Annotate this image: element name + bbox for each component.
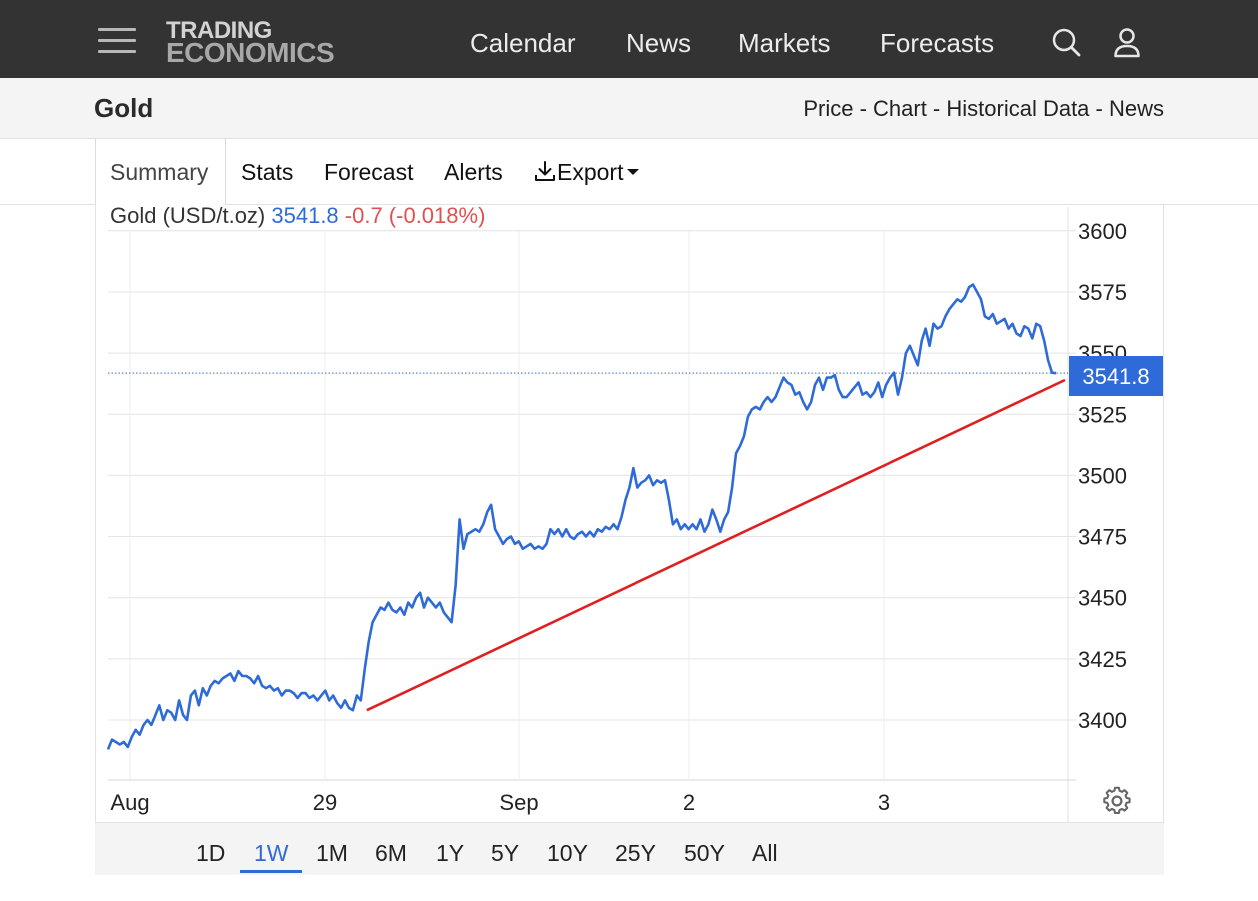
range-selector xyxy=(95,822,1164,875)
subnav-separator: - xyxy=(1089,96,1109,121)
page-header xyxy=(0,78,1258,139)
range-1y[interactable]: 1Y xyxy=(436,840,465,866)
nav-markets[interactable]: Markets xyxy=(738,28,831,58)
range-5y[interactable]: 5Y xyxy=(491,840,520,866)
logo[interactable]: TRADING ECONOMICS xyxy=(166,17,335,68)
subnav-historical-data[interactable]: Historical Data xyxy=(946,96,1090,121)
tab-alerts[interactable]: Alerts xyxy=(444,159,503,185)
tab-active-indicator xyxy=(95,139,226,205)
chart-container xyxy=(95,205,1164,875)
tab-export[interactable]: Export xyxy=(533,159,640,186)
range-6m[interactable]: 6M xyxy=(375,840,407,866)
top-navbar: TRADING ECONOMICS Calendar News Markets … xyxy=(0,0,1258,78)
menu-icon[interactable] xyxy=(98,26,136,56)
range-all[interactable]: All xyxy=(752,840,778,866)
tab-summary[interactable]: Summary xyxy=(110,159,209,185)
range-1w[interactable]: 1W xyxy=(254,840,289,866)
tab-forecast[interactable]: Forecast xyxy=(324,159,414,185)
range-1m[interactable]: 1M xyxy=(316,840,348,866)
download-icon xyxy=(535,161,555,181)
subnav-price[interactable]: Price xyxy=(803,96,854,121)
subnav-separator: - xyxy=(926,96,947,121)
gear-icon[interactable] xyxy=(1102,786,1132,816)
tab-export-label: Export xyxy=(557,159,624,185)
nav-forecasts[interactable]: Forecasts xyxy=(880,28,995,58)
chart-tabs xyxy=(0,139,1258,205)
tab-stats[interactable]: Stats xyxy=(241,159,294,185)
user-icon[interactable] xyxy=(1113,27,1143,59)
logo-line1: TRADING xyxy=(166,17,272,44)
search-icon[interactable] xyxy=(1052,27,1082,59)
page-title: Gold xyxy=(94,93,154,123)
range-1d[interactable]: 1D xyxy=(196,840,226,866)
page-subnav: Price - Chart - Historical Data - News xyxy=(803,96,1164,122)
logo-line2: ECONOMICS xyxy=(166,37,335,68)
caret-down-icon xyxy=(627,169,640,175)
range-active-underline xyxy=(240,870,302,873)
range-50y[interactable]: 50Y xyxy=(684,840,725,866)
nav-calendar[interactable]: Calendar xyxy=(470,28,576,58)
range-25y[interactable]: 25Y xyxy=(615,840,656,866)
range-10y[interactable]: 10Y xyxy=(547,840,588,866)
subnav-news[interactable]: News xyxy=(1108,96,1164,121)
subnav-separator: - xyxy=(853,96,874,121)
subnav-chart[interactable]: Chart xyxy=(873,96,927,121)
nav-news[interactable]: News xyxy=(626,28,692,58)
